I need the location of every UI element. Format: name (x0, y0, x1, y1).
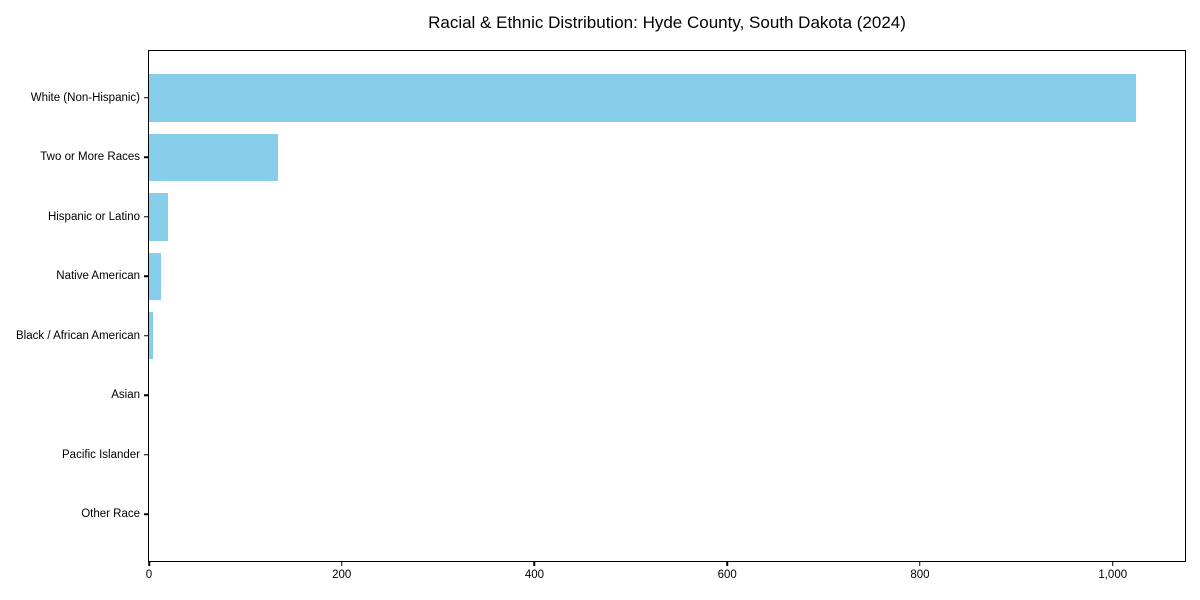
y-tick-mark (144, 97, 149, 99)
x-tick-mark (533, 561, 536, 566)
bar (149, 133, 279, 182)
x-tick-label: 800 (910, 569, 930, 581)
y-tick-mark (144, 334, 149, 337)
y-tick-label: Other Race (81, 508, 140, 521)
x-tick-mark (726, 561, 728, 566)
y-tick-mark (144, 394, 149, 396)
y-tick-label: Native American (56, 270, 140, 283)
y-tick-mark (144, 216, 149, 218)
y-tick-label: Asian (111, 389, 140, 402)
y-tick-mark (144, 513, 149, 515)
x-tick-label: 600 (717, 569, 737, 581)
y-tick-label: Pacific Islander (62, 448, 140, 461)
x-tick-label: 1,000 (1098, 569, 1128, 581)
x-tick-mark (919, 561, 921, 566)
y-tick-label: Two or More Races (40, 151, 140, 164)
x-tick-mark (1111, 561, 1114, 566)
plot-area: White (Non-Hispanic) Two or More Races His… (16, 50, 1186, 581)
bar (149, 311, 153, 360)
bar (149, 252, 161, 301)
x-tick-label: 0 (145, 569, 153, 581)
x-tick-mark (340, 561, 343, 566)
y-tick-label: White (Non-Hispanic) (30, 91, 140, 104)
x-tick-label: 400 (524, 569, 545, 581)
y-tick-label: Black / African American (16, 329, 140, 342)
y-tick-label: Hispanic or Latino (47, 210, 140, 223)
x-tick-mark (148, 561, 150, 566)
x-tick-label: 200 (332, 569, 352, 581)
y-tick-mark (144, 156, 149, 159)
chart-title: Racial & Ethnic Distribution: Hyde Count… (428, 13, 906, 32)
y-tick-mark (144, 453, 149, 456)
bar (149, 193, 169, 241)
y-tick-mark (144, 275, 149, 278)
bar (149, 74, 1136, 122)
